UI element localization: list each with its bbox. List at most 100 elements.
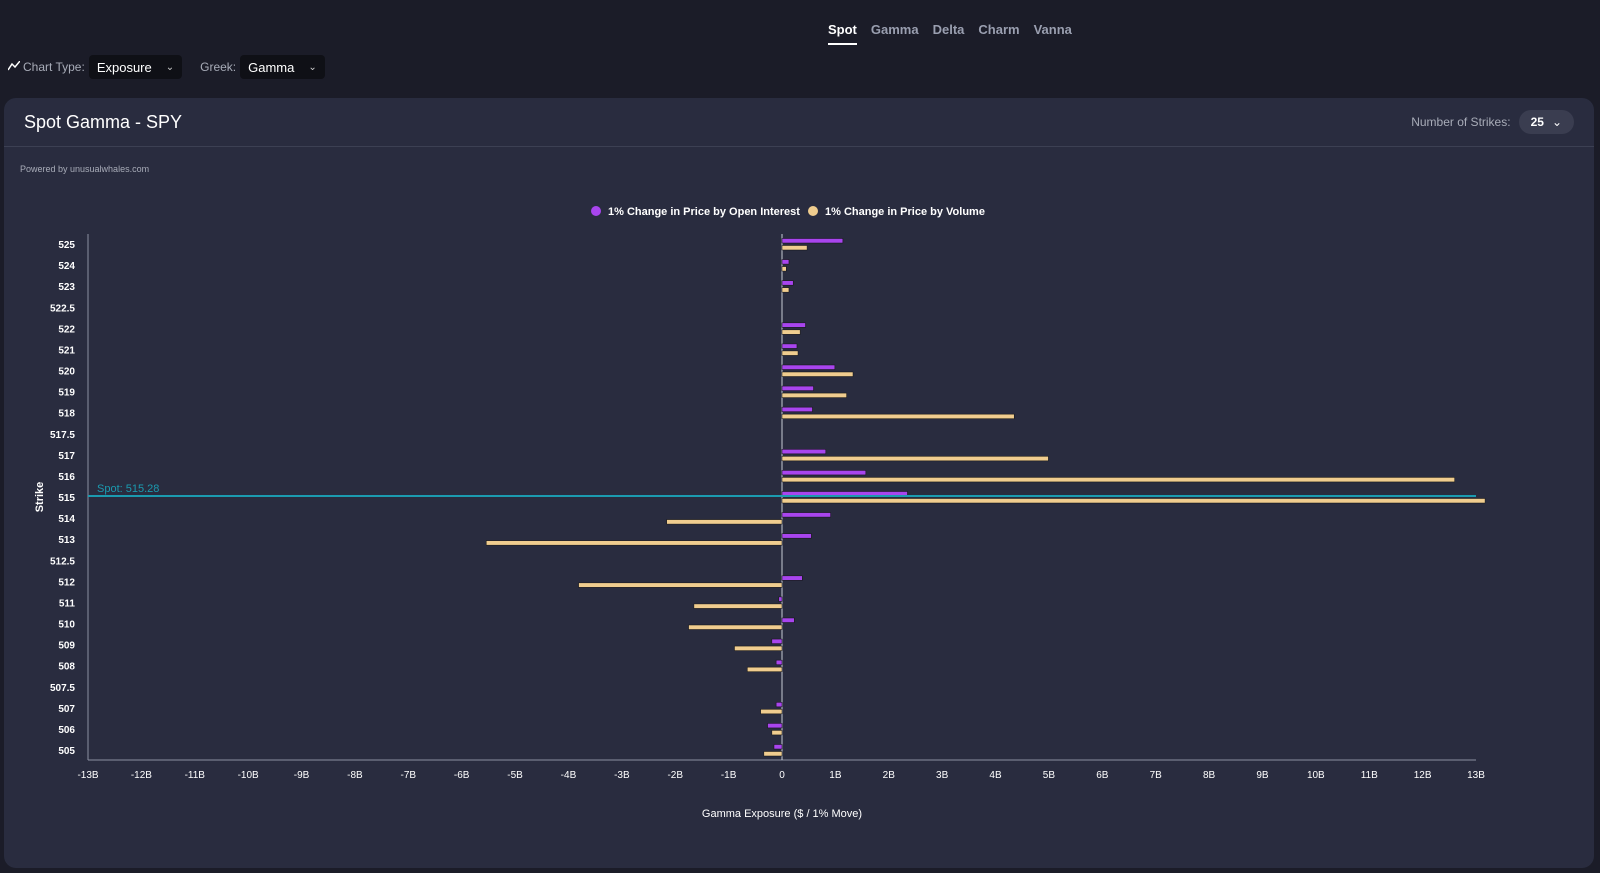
y-tick-label: 513 <box>58 535 75 546</box>
y-tick-label: 521 <box>58 345 75 356</box>
volume-bar <box>781 371 854 377</box>
x-tick-label: 3B <box>936 770 949 781</box>
y-axis-title: Strike <box>34 482 46 513</box>
x-tick-label: -7B <box>401 770 417 781</box>
x-tick-label: 9B <box>1256 770 1269 781</box>
open-interest-bar <box>781 343 798 349</box>
volume-bar <box>781 245 808 251</box>
chart-card: Spot Gamma - SPY Number of Strikes: 25 ⌄… <box>4 98 1594 868</box>
volume-bar <box>781 498 1486 504</box>
x-tick-label: -10B <box>238 770 259 781</box>
greek-value: Gamma <box>248 59 295 75</box>
strikes-label: Number of Strikes: <box>1411 115 1511 129</box>
volume-bar <box>781 392 847 398</box>
open-interest-bar <box>781 512 831 518</box>
open-interest-bar <box>781 280 794 286</box>
chevron-down-icon: ⌄ <box>1551 115 1562 129</box>
x-tick-label: -8B <box>347 770 363 781</box>
x-tick-label: 13B <box>1467 770 1485 781</box>
x-tick-label: -1B <box>721 770 737 781</box>
x-tick-label: -11B <box>185 770 206 781</box>
x-tick-label: 4B <box>989 770 1002 781</box>
volume-bar <box>734 645 783 651</box>
legend-label: 1% Change in Price by Volume <box>825 206 985 218</box>
x-tick-label: -6B <box>454 770 470 781</box>
x-tick-label: 1B <box>829 770 842 781</box>
open-interest-bar <box>781 259 790 265</box>
chart-type-select[interactable]: Exposure ⌄ <box>88 55 183 79</box>
open-interest-bar <box>767 723 783 729</box>
tab-spot[interactable]: Spot <box>828 22 857 45</box>
y-tick-label: 523 <box>58 282 75 293</box>
open-interest-bar <box>781 322 806 328</box>
y-tick-label: 510 <box>58 620 75 631</box>
legend-marker <box>591 206 601 216</box>
line-chart-icon <box>7 60 21 74</box>
tab-charm[interactable]: Charm <box>978 22 1020 37</box>
x-tick-label: 7B <box>1150 770 1163 781</box>
volume-bar <box>781 413 1015 419</box>
volume-bar <box>760 709 783 715</box>
x-tick-label: 11B <box>1361 770 1378 781</box>
x-tick-label: 2B <box>883 770 896 781</box>
volume-bar <box>693 603 783 609</box>
y-tick-label: 520 <box>58 367 75 378</box>
x-tick-label: -5B <box>507 770 523 781</box>
y-tick-label: 515 <box>58 493 75 504</box>
open-interest-bar <box>781 385 814 391</box>
x-tick-label: 0 <box>779 770 785 781</box>
y-tick-label: 517.5 <box>50 430 75 441</box>
chart-type-value: Exposure <box>96 59 152 75</box>
y-tick-label: 505 <box>58 746 75 757</box>
open-interest-bar <box>773 744 783 750</box>
volume-bar <box>578 582 783 588</box>
y-tick-label: 509 <box>58 641 75 652</box>
y-tick-label: 522.5 <box>50 303 75 314</box>
chevron-down-icon: ⌄ <box>165 61 175 73</box>
y-tick-label: 517 <box>58 451 75 462</box>
open-interest-bar <box>771 638 783 644</box>
x-tick-label: -4B <box>561 770 577 781</box>
open-interest-bar <box>775 702 783 708</box>
spot-label: Spot: 515.28 <box>97 483 159 495</box>
y-tick-label: 507.5 <box>50 683 75 694</box>
volume-bar <box>747 666 783 672</box>
open-interest-bar <box>781 575 803 581</box>
x-tick-label: -3B <box>614 770 630 781</box>
legend-marker <box>808 206 818 216</box>
open-interest-bar <box>781 406 813 412</box>
x-tick-label: 6B <box>1096 770 1109 781</box>
tab-vanna[interactable]: Vanna <box>1033 22 1072 37</box>
strikes-value: 25 <box>1530 115 1544 129</box>
greek-select[interactable]: Gamma ⌄ <box>240 55 325 79</box>
x-tick-label: -9B <box>294 770 310 781</box>
tab-gamma[interactable]: Gamma <box>870 22 919 37</box>
x-tick-label: 12B <box>1414 770 1432 781</box>
y-tick-label: 524 <box>58 261 75 272</box>
y-tick-label: 506 <box>58 725 75 736</box>
volume-bar <box>485 540 783 546</box>
strikes-select[interactable]: 25 ⌄ <box>1518 110 1574 134</box>
view-tabs: Spot Gamma Delta Charm Vanna <box>828 22 1072 45</box>
x-tick-label: 8B <box>1203 770 1216 781</box>
volume-bar <box>771 730 783 736</box>
tab-delta[interactable]: Delta <box>932 22 965 37</box>
y-tick-label: 511 <box>59 598 76 609</box>
strikes-control: Number of Strikes: 25 ⌄ <box>1411 110 1574 134</box>
x-axis-title: Gamma Exposure ($ / 1% Move) <box>702 808 862 820</box>
y-tick-label: 516 <box>58 472 75 483</box>
powered-by: Powered by unusualwhales.com <box>20 164 150 174</box>
volume-bar <box>763 751 783 757</box>
open-interest-bar <box>781 533 812 539</box>
y-tick-label: 519 <box>58 388 75 399</box>
x-tick-label: 5B <box>1043 770 1056 781</box>
volume-bar <box>781 477 1455 483</box>
card-header: Spot Gamma - SPY Number of Strikes: 25 ⌄ <box>4 98 1594 147</box>
y-tick-label: 518 <box>58 409 75 420</box>
x-tick-label: 10B <box>1307 770 1325 781</box>
open-interest-bar <box>778 596 783 602</box>
y-tick-label: 525 <box>58 240 75 251</box>
volume-bar <box>781 266 787 272</box>
legend-label: 1% Change in Price by Open Interest <box>608 206 800 218</box>
